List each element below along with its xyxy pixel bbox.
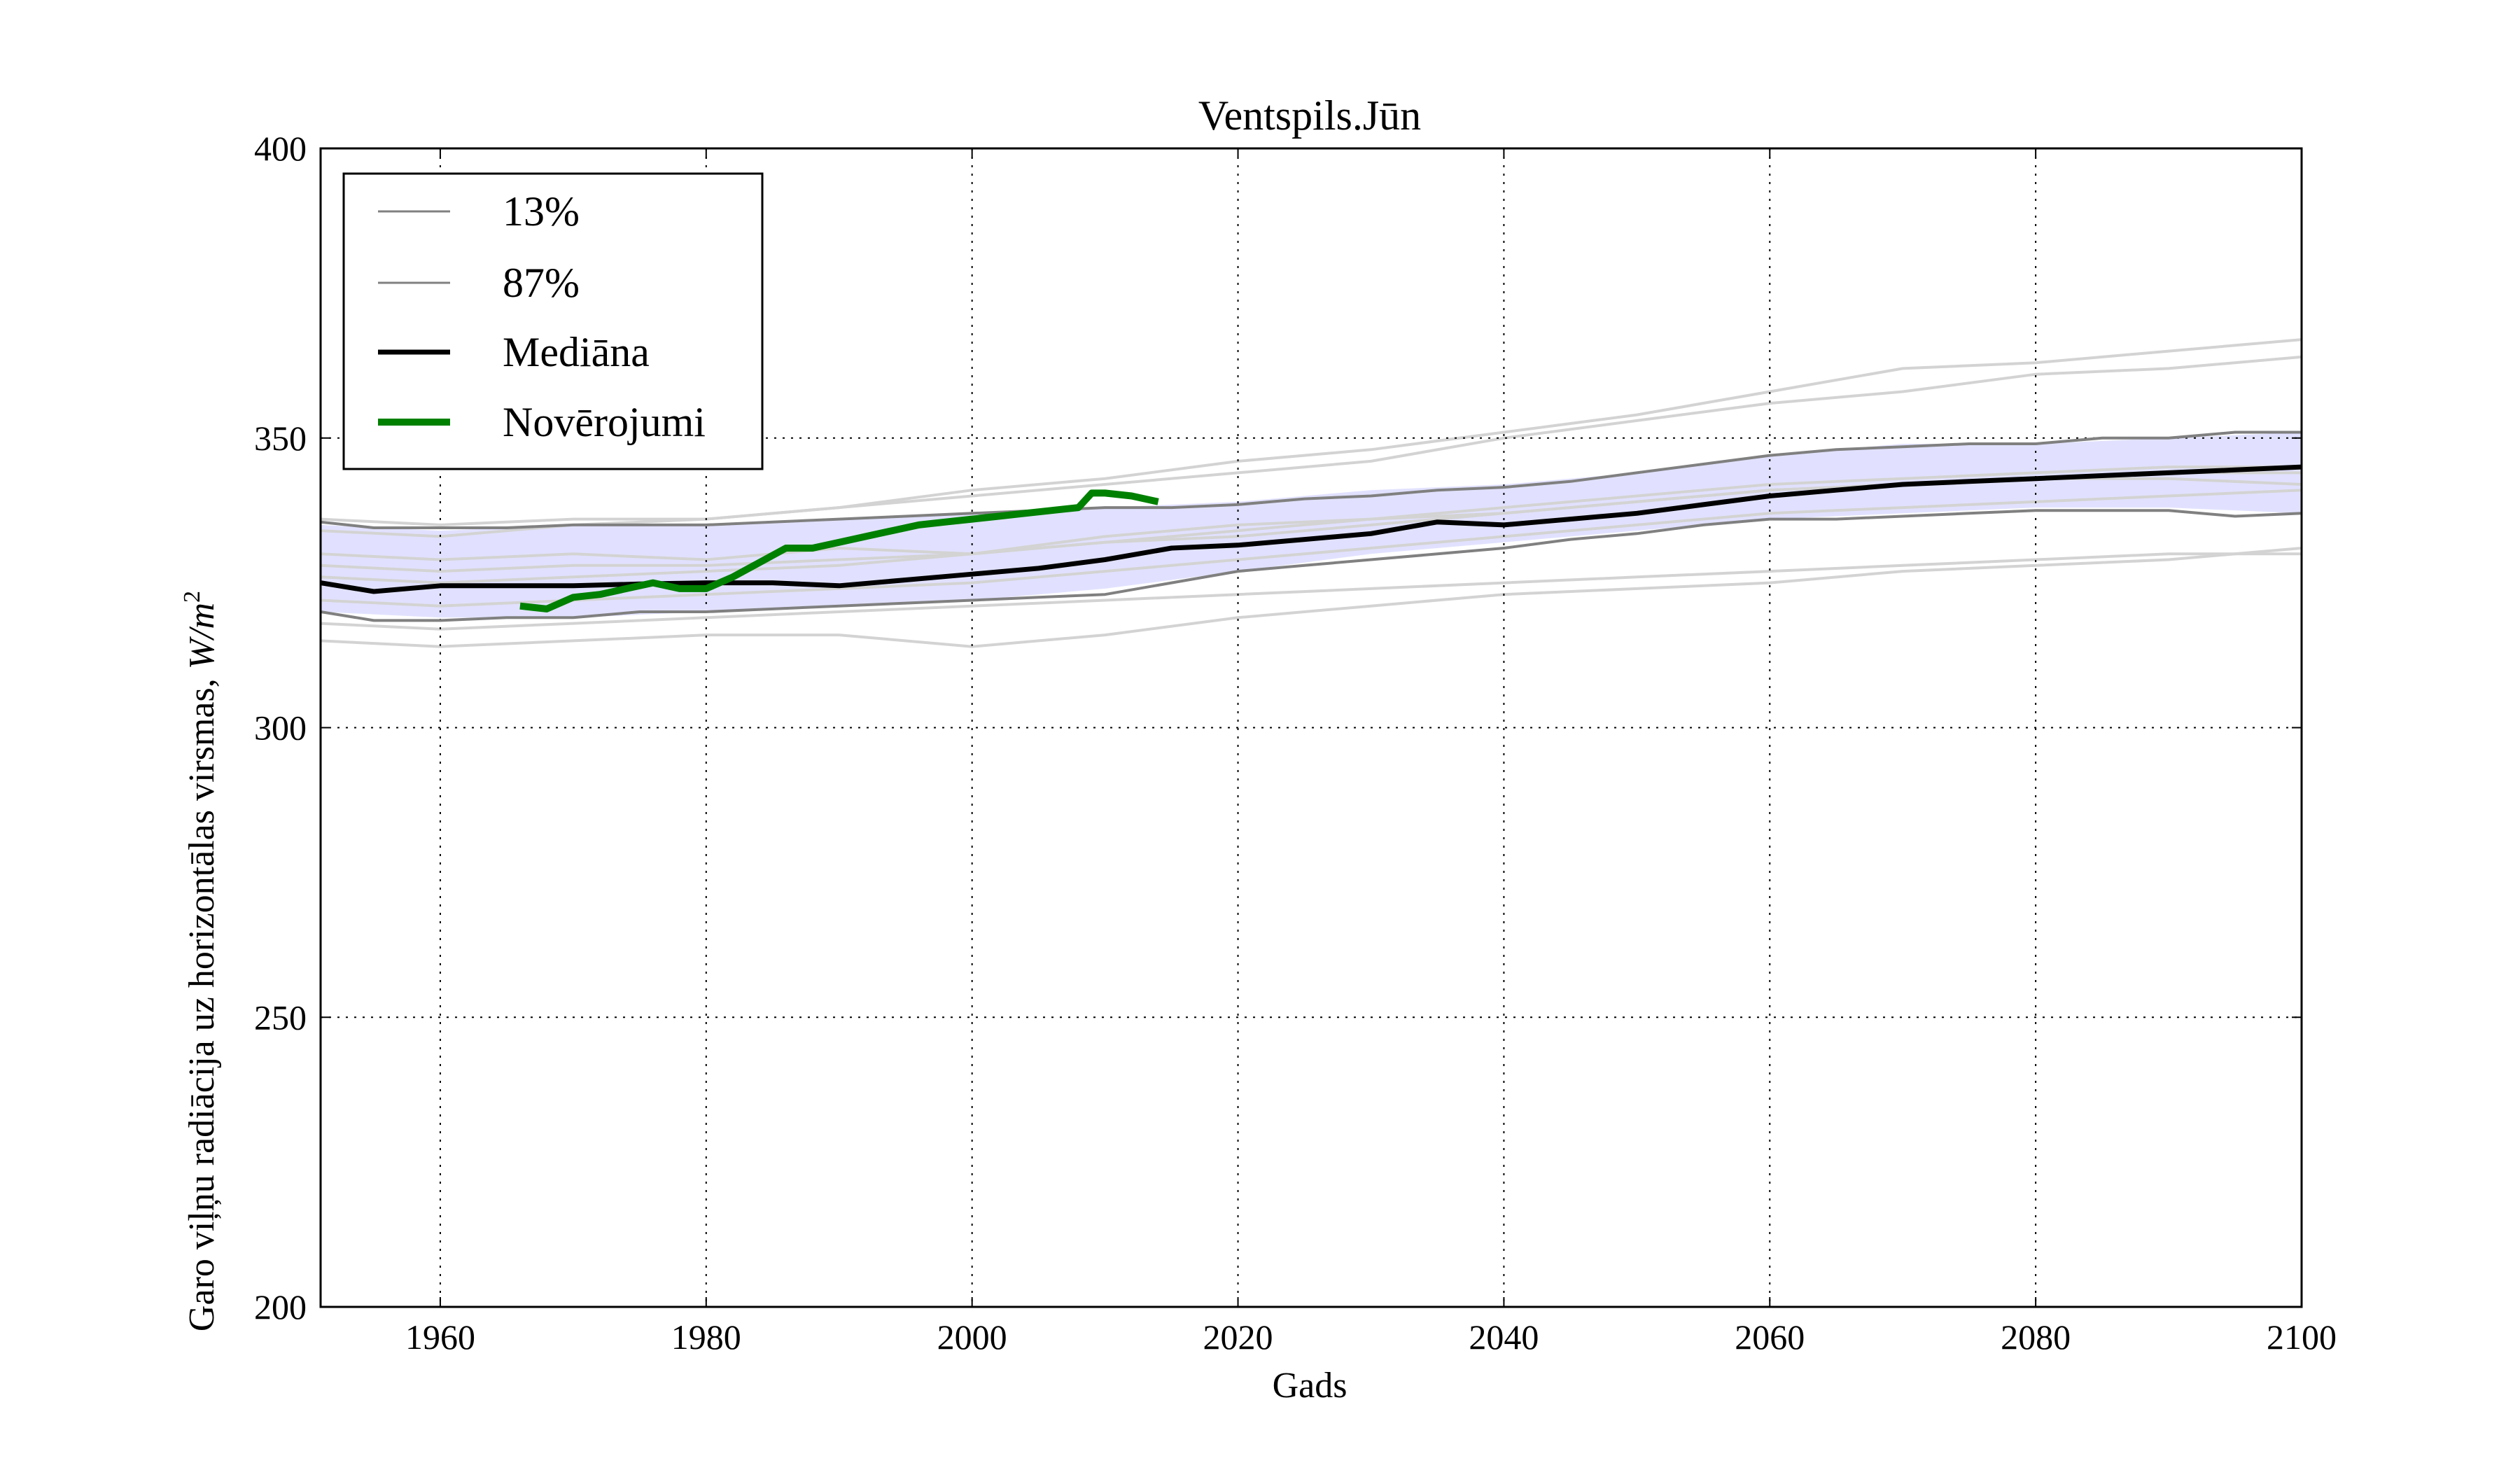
chart-title: Ventspils.Jūn — [1198, 92, 1421, 139]
model-run-line-8 — [321, 489, 2302, 608]
legend-label-observations: Novērojumi — [503, 399, 706, 445]
series-line-bound-2 — [321, 430, 2302, 529]
series-line-bound-1 — [321, 509, 2302, 622]
model-run-line-4 — [321, 465, 2302, 573]
model-run-line-2 — [321, 552, 2302, 631]
x-tick-label-1960: 1960 — [405, 1317, 475, 1357]
y-tick-label-400: 400 — [254, 129, 307, 168]
x-tick-label-2100: 2100 — [2267, 1317, 2337, 1357]
y-tick-label-300: 300 — [254, 708, 307, 748]
legend-box — [342, 172, 764, 470]
y-axis-label-unit: W/m — [182, 603, 222, 669]
x-tick-label-2000: 2000 — [937, 1317, 1007, 1357]
legend-label-13: 13% — [503, 188, 580, 234]
x-axis-label: Gads — [1273, 1366, 1348, 1406]
x-tick-label-2060: 2060 — [1735, 1317, 1805, 1357]
y-axis-label: Garo viļņu radiācija uz horizontālas vir… — [179, 591, 222, 1331]
x-tick-label-2080: 2080 — [2001, 1317, 2071, 1357]
y-tick-label-200: 200 — [254, 1287, 307, 1326]
model-run-line-6 — [321, 338, 2302, 538]
x-tick-label-1980: 1980 — [671, 1317, 741, 1357]
y-axis-label-unit-exponent: 2 — [179, 591, 205, 603]
series-line-observations-4 — [519, 489, 1159, 612]
legend: 13% 87% Mediāna Novērojumi — [342, 172, 764, 470]
x-tick-label-2040: 2040 — [1469, 1317, 1539, 1357]
legend-label-87: 87% — [503, 260, 580, 306]
y-tick-label-350: 350 — [254, 419, 307, 458]
y-axis-label-text: Garo viļņu radiācija uz horizontālas vir… — [182, 669, 222, 1331]
x-tick-label-2020: 2020 — [1203, 1317, 1273, 1357]
model-run-line-5 — [321, 355, 2302, 526]
legend-label-median: Mediāna — [503, 329, 650, 375]
model-run-line-1 — [321, 547, 2302, 648]
y-tick-label-250: 250 — [254, 997, 307, 1037]
